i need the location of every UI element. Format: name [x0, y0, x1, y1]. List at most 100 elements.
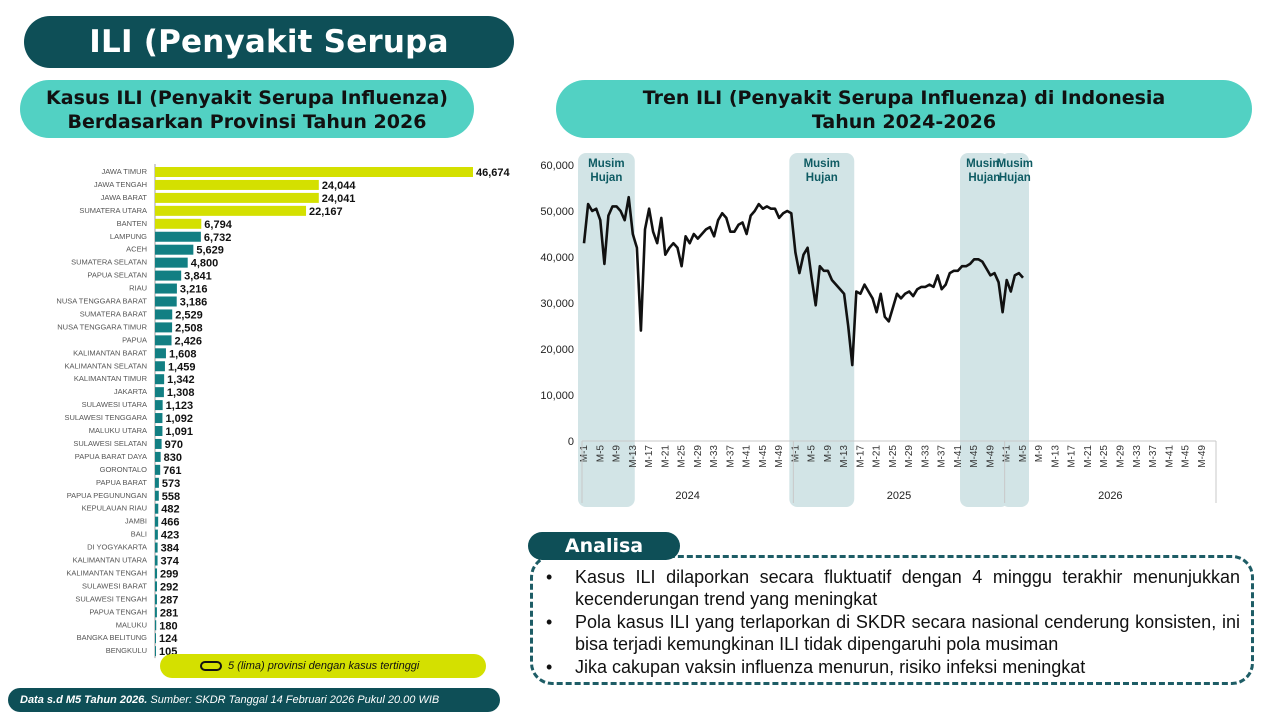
season-label: Hujan	[999, 172, 1031, 184]
province-label: ACEH	[126, 245, 147, 254]
province-bar	[155, 192, 319, 203]
week-tick-label: M-9	[612, 445, 623, 463]
week-tick-label: M-9	[823, 445, 834, 463]
week-tick-label: M-37	[1148, 445, 1159, 468]
province-bar	[155, 555, 158, 566]
top-five-legend: 5 (lima) provinsi dengan kasus tertinggi	[160, 654, 486, 678]
province-label: BANGKA BELITUNG	[77, 633, 148, 642]
province-label: PAPUA	[122, 335, 147, 344]
province-bar	[155, 594, 157, 605]
bar-value-label: 24,041	[322, 193, 356, 205]
bar-value-label: 6,732	[204, 232, 232, 244]
province-bar	[155, 231, 201, 242]
bar-value-label: 22,167	[309, 206, 343, 218]
season-label: Musim	[804, 158, 840, 170]
line-chart-title: Tren ILI (Penyakit Serupa Influenza) di …	[556, 80, 1252, 138]
province-label: JAWA BARAT	[101, 193, 148, 202]
province-label: SULAWESI TENGAH	[75, 594, 147, 603]
province-bar	[155, 568, 158, 579]
bar-value-label: 3,186	[180, 297, 208, 309]
bar-value-label: 287	[160, 594, 178, 606]
week-tick-label: M-49	[985, 445, 996, 468]
province-label: MALUKU UTARA	[89, 426, 147, 435]
bar-value-label: 124	[159, 633, 178, 645]
province-label: JAWA TENGAH	[94, 180, 147, 189]
week-tick-label: M-37	[725, 445, 736, 468]
bar-value-label: 1,308	[167, 387, 195, 399]
analysis-item: • Kasus ILI dilaporkan secara fluktuatif …	[540, 566, 1240, 610]
province-bar	[155, 490, 159, 501]
province-label: SULAWESI SELATAN	[73, 439, 147, 448]
bar-value-label: 1,091	[165, 426, 193, 438]
province-label: NUSA TENGGARA TIMUR	[57, 322, 147, 331]
bar-value-label: 1,123	[166, 400, 194, 412]
province-label: PAPUA TENGAH	[89, 607, 147, 616]
province-bar	[155, 348, 166, 359]
week-tick-label: M-33	[1132, 445, 1143, 468]
bar-value-label: 4,800	[191, 258, 219, 270]
province-label: GORONTALO	[100, 465, 148, 474]
season-label: Hujan	[590, 172, 622, 184]
week-tick-label: M-21	[1083, 445, 1094, 468]
bar-value-label: 3,841	[184, 271, 212, 283]
bar-value-label: 384	[161, 543, 180, 555]
line-chart-title-line2: Tahun 2024-2026	[811, 111, 997, 133]
province-label: PAPUA BARAT	[96, 478, 147, 487]
season-band	[578, 153, 635, 507]
bar-value-label: 6,794	[204, 219, 232, 231]
province-bar	[155, 244, 194, 255]
province-bar	[155, 283, 177, 294]
province-label: KALIMANTAN SELATAN	[64, 361, 147, 370]
bar-value-label: 2,426	[175, 335, 203, 347]
bar-value-label: 24,044	[322, 180, 357, 192]
bar-value-label: 5,629	[196, 245, 224, 257]
province-bar	[155, 322, 173, 333]
bar-value-label: 1,608	[169, 348, 197, 360]
province-label: KALIMANTAN TIMUR	[74, 374, 148, 383]
week-tick-label: M-5	[807, 445, 818, 463]
province-bar	[155, 503, 159, 514]
analysis-item: • Jika cakupan vaksin influenza menurun, …	[540, 656, 1240, 678]
province-bar	[155, 179, 319, 190]
week-tick-label: M-49	[1197, 445, 1208, 468]
province-label: DI YOGYAKARTA	[87, 543, 147, 552]
week-tick-label: M-29	[693, 445, 704, 468]
province-bar	[155, 361, 165, 372]
season-label: Musim	[588, 158, 624, 170]
y-tick-label: 10,000	[540, 390, 574, 402]
bar-value-label: 466	[161, 517, 179, 529]
week-tick-label: M-45	[1181, 445, 1192, 468]
province-bar	[155, 400, 163, 411]
province-label: PAPUA BARAT DAYA	[75, 452, 147, 461]
province-bar	[155, 218, 202, 229]
province-bar	[155, 633, 156, 644]
province-bar	[155, 529, 158, 540]
province-bar	[155, 581, 157, 592]
analysis-text: Pola kasus ILI yang terlaporkan di SKDR …	[575, 612, 1240, 654]
ili-trend-line	[582, 195, 1024, 367]
bar-value-label: 180	[159, 620, 177, 632]
province-bar	[155, 516, 159, 527]
week-tick-label: M-9	[1034, 445, 1045, 463]
week-tick-label: M-25	[888, 445, 899, 468]
week-tick-label: M-5	[1018, 445, 1029, 463]
week-tick-label: M-49	[774, 445, 785, 468]
province-label: JAMBI	[125, 517, 147, 526]
season-label: Hujan	[968, 172, 1000, 184]
bar-value-label: 2,529	[175, 309, 203, 321]
analysis-label: Analisa	[528, 532, 680, 560]
bar-value-label: 558	[162, 491, 180, 503]
season-label: Hujan	[806, 172, 838, 184]
province-bar	[155, 167, 473, 177]
province-bar	[155, 542, 158, 553]
province-label: SULAWESI UTARA	[82, 400, 147, 409]
province-bar	[155, 335, 172, 346]
footer-data-note: Data s.d M5 Tahun 2026.	[20, 694, 148, 706]
week-tick-label: M-29	[1115, 445, 1126, 468]
province-bar	[155, 477, 159, 488]
bar-value-label: 2,508	[175, 322, 203, 334]
year-label: 2025	[887, 490, 911, 502]
province-label: KALIMANTAN TENGAH	[66, 568, 147, 577]
province-label: PAPUA SELATAN	[87, 271, 147, 280]
province-label: BENGKULU	[106, 646, 147, 655]
